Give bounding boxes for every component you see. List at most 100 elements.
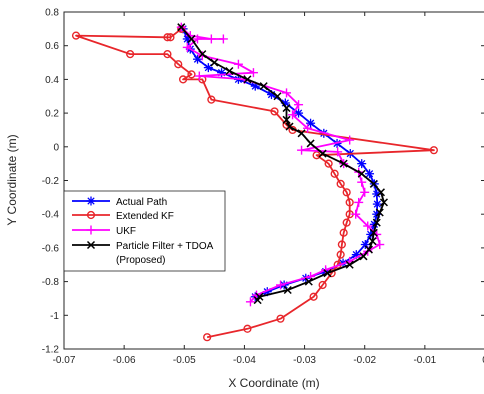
data-point-ukf bbox=[288, 110, 298, 120]
x-marker-b bbox=[198, 50, 207, 59]
data-point-particle-filter-tdoa bbox=[375, 208, 384, 217]
x-marker-b bbox=[253, 296, 262, 305]
plot-area: -0.07 -0.06 -0.05 -0.04 -0.03 -0.02 -0.01 0 0.8 0… bbox=[42, 8, 484, 366]
data-point-extended-kf bbox=[324, 159, 333, 168]
legend: Actual Path Extended KF UKF Particle Fil… bbox=[63, 190, 226, 272]
circle-marker-shape bbox=[270, 107, 279, 116]
data-point-extended-kf bbox=[342, 188, 351, 197]
series-layer bbox=[71, 22, 438, 342]
data-point-particle-filter-tdoa bbox=[323, 269, 332, 278]
data-point-ukf bbox=[218, 34, 228, 44]
data-point-ukf bbox=[294, 100, 304, 110]
data-point-particle-filter-tdoa bbox=[259, 82, 268, 91]
circle-marker-shape bbox=[318, 280, 327, 290]
data-point-particle-filter-tdoa bbox=[282, 115, 291, 124]
y-tick-label: -1.2 bbox=[42, 345, 60, 356]
circle-marker-shape bbox=[342, 218, 351, 227]
data-point-extended-kf bbox=[330, 169, 339, 178]
data-point-actual-path bbox=[365, 169, 375, 179]
circle-marker-shape bbox=[163, 50, 172, 59]
x-tick-label: -0.05 bbox=[173, 355, 196, 366]
x-marker-b bbox=[225, 66, 234, 76]
data-point-extended-kf bbox=[342, 218, 351, 227]
circle-marker-shape bbox=[203, 333, 212, 342]
x-marker-b bbox=[318, 149, 327, 158]
data-point-particle-filter-tdoa bbox=[198, 50, 207, 59]
x-tick-label: -0.03 bbox=[293, 355, 316, 366]
x-tick-label: -0.06 bbox=[113, 355, 136, 366]
data-point-extended-kf bbox=[163, 50, 172, 59]
data-point-ukf bbox=[193, 34, 203, 44]
data-point-ukf bbox=[351, 209, 361, 219]
data-point-extended-kf bbox=[318, 280, 327, 290]
asterisk-marker-b bbox=[306, 119, 315, 127]
data-point-ukf bbox=[297, 145, 307, 155]
data-point-particle-filter-tdoa bbox=[282, 104, 291, 113]
tick-layer: -0.07 -0.06 -0.05 -0.04 -0.03 -0.02 -0.01 0 0.8 0… bbox=[42, 8, 484, 366]
circle-marker-shape bbox=[207, 95, 216, 104]
legend-marker bbox=[86, 240, 96, 250]
x-marker-b bbox=[364, 245, 373, 254]
data-point-extended-kf bbox=[166, 33, 175, 42]
data-point-ukf bbox=[282, 88, 292, 98]
data-point-extended-kf bbox=[276, 314, 285, 323]
legend-sample-ukf bbox=[72, 225, 110, 235]
asterisk-marker-b bbox=[361, 240, 369, 249]
x-marker-b bbox=[306, 139, 315, 148]
circle-marker-shape bbox=[166, 33, 175, 42]
data-point-particle-filter-tdoa bbox=[225, 66, 234, 76]
circle-marker-shape bbox=[345, 198, 354, 207]
circle-marker-shape bbox=[336, 179, 345, 188]
asterisk-marker-b bbox=[373, 190, 381, 198]
asterisk-marker-b bbox=[365, 170, 374, 178]
legend-label-extended-kf: Extended KF bbox=[116, 211, 174, 222]
data-point-particle-filter-tdoa bbox=[253, 296, 262, 305]
data-point-extended-kf bbox=[126, 50, 135, 59]
data-point-extended-kf bbox=[345, 198, 354, 207]
circle-marker-shape bbox=[324, 159, 333, 168]
data-point-extended-kf bbox=[163, 33, 172, 42]
legend-items bbox=[72, 196, 110, 250]
circle-marker-shape bbox=[336, 250, 345, 259]
x-axis-label: X Coordinate (m) bbox=[228, 376, 319, 390]
x-marker-b bbox=[339, 159, 348, 168]
data-point-ukf bbox=[321, 265, 331, 275]
y-tick-label: -0.2 bbox=[42, 176, 60, 187]
data-point-extended-kf bbox=[203, 333, 212, 342]
data-point-extended-kf bbox=[336, 250, 345, 259]
circle-marker-shape bbox=[174, 60, 183, 69]
data-point-extended-kf bbox=[336, 179, 345, 188]
data-point-particle-filter-tdoa bbox=[177, 23, 186, 32]
legend-sample-actual-path bbox=[72, 196, 110, 206]
circle-marker-shape bbox=[178, 75, 188, 84]
data-point-actual-path bbox=[360, 240, 370, 250]
data-point-ukf bbox=[354, 197, 364, 207]
x-marker-b bbox=[379, 198, 388, 207]
data-point-particle-filter-tdoa bbox=[379, 198, 388, 207]
data-point-ukf bbox=[360, 187, 370, 197]
circle-marker-shape bbox=[276, 314, 285, 323]
x-marker-b bbox=[283, 285, 292, 295]
legend-label-proposed: (Proposed) bbox=[116, 255, 165, 266]
data-point-actual-path bbox=[217, 68, 227, 78]
x-marker-b bbox=[282, 115, 291, 124]
data-point-ukf bbox=[357, 177, 367, 187]
asterisk-marker-b bbox=[87, 197, 95, 205]
x-marker-b bbox=[375, 208, 384, 217]
legend-label-ukf: UKF bbox=[116, 226, 136, 237]
data-point-ukf bbox=[233, 59, 243, 69]
y-tick-label: -0.4 bbox=[42, 210, 60, 221]
data-point-particle-filter-tdoa bbox=[357, 169, 366, 178]
y-tick-label: -1 bbox=[50, 311, 59, 322]
data-point-particle-filter-tdoa bbox=[285, 122, 294, 131]
x-marker-b bbox=[369, 228, 378, 237]
data-point-particle-filter-tdoa bbox=[359, 252, 368, 261]
data-point-particle-filter-tdoa bbox=[369, 179, 378, 188]
series-particle-filter-tdoa bbox=[177, 23, 388, 305]
x-marker-b bbox=[273, 92, 282, 101]
data-point-ukf bbox=[245, 297, 255, 307]
plot-frame bbox=[63, 11, 484, 350]
y-tick-label: 0.8 bbox=[45, 8, 59, 19]
data-point-particle-filter-tdoa bbox=[345, 260, 354, 269]
circle-marker-shape bbox=[187, 70, 196, 79]
